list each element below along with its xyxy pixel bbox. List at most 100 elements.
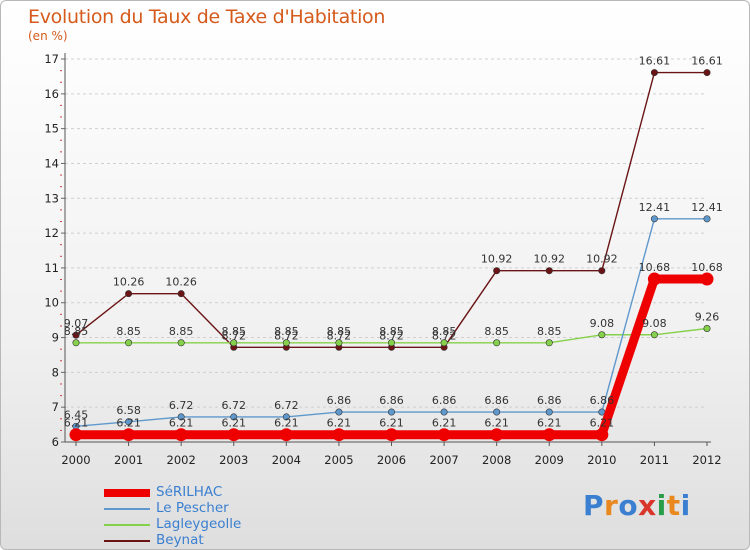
data-label: 6.58 — [116, 404, 141, 417]
data-label: 9.07 — [64, 317, 89, 330]
data-label: 8.85 — [537, 325, 562, 338]
data-label: 8.72 — [222, 329, 247, 342]
data-labels-group: 9.07 10.26 10.26 8.72 8.72 8.72 8.72 8.72 10.92 1… — [64, 55, 723, 430]
data-point — [385, 428, 398, 442]
data-point — [647, 272, 661, 286]
y-tick-label: 17 — [44, 52, 59, 66]
logo-letter: i — [680, 489, 691, 522]
data-label: 6.86 — [379, 394, 404, 407]
data-point — [282, 413, 290, 421]
data-point — [230, 339, 238, 347]
data-point — [703, 215, 711, 223]
data-point — [387, 408, 395, 416]
logo-letter: i — [656, 489, 667, 522]
data-point — [493, 408, 501, 416]
data-label: 9.26 — [695, 310, 720, 323]
data-label: 6.45 — [64, 408, 89, 421]
data-point — [542, 428, 556, 442]
data-label: 10.92 — [586, 253, 618, 266]
data-label: 9.08 — [642, 317, 667, 330]
legend-swatch — [104, 508, 150, 510]
data-point — [493, 339, 501, 347]
data-label: 10.68 — [691, 261, 723, 274]
data-label: 6.21 — [484, 417, 509, 430]
x-tick-label: 2010 — [587, 453, 616, 467]
data-point — [332, 428, 346, 442]
data-point — [490, 428, 504, 442]
y-tick-label: 7 — [52, 400, 59, 414]
data-label: 6.72 — [222, 399, 247, 412]
data-point — [387, 339, 395, 347]
data-label: 6.21 — [274, 417, 299, 430]
data-label: 6.21 — [169, 417, 194, 430]
data-point — [72, 331, 80, 339]
data-point — [335, 408, 343, 416]
data-point — [595, 428, 609, 442]
data-point — [177, 339, 185, 347]
data-label: 8.85 — [222, 325, 247, 338]
data-label: 6.86 — [590, 394, 615, 407]
data-label: 6.21 — [590, 417, 615, 430]
x-tick-label: 2001 — [114, 453, 143, 467]
data-label: 10.68 — [639, 261, 671, 274]
data-point — [700, 272, 714, 286]
data-point — [650, 215, 658, 223]
data-point — [440, 408, 448, 416]
series-lines-group — [69, 69, 714, 442]
data-label: 6.86 — [432, 394, 457, 407]
x-tick-label: 2007 — [429, 453, 458, 467]
logo-letter: o — [618, 489, 639, 522]
y-unit-label: (en %) — [28, 29, 68, 43]
data-point — [282, 339, 290, 347]
data-point — [545, 267, 553, 275]
data-label: 8.85 — [379, 325, 404, 338]
data-label: 8.85 — [274, 325, 299, 338]
data-label: 6.86 — [537, 394, 562, 407]
data-point — [72, 339, 80, 347]
data-label: 16.61 — [639, 55, 671, 68]
x-tick-label: 2009 — [535, 453, 564, 467]
data-label: 12.41 — [691, 201, 723, 214]
y-tick-label: 13 — [44, 191, 59, 205]
x-tick-label: 2002 — [167, 453, 196, 467]
data-label: 8.72 — [327, 329, 352, 342]
data-point — [177, 413, 185, 421]
data-label: 6.21 — [432, 417, 457, 430]
y-tick-label: 11 — [44, 261, 59, 275]
proxiti-logo: Proxiti — [583, 489, 691, 522]
legend-label: SéRILHAC — [156, 484, 223, 500]
grid-group — [65, 58, 707, 443]
data-label: 8.72 — [379, 329, 404, 342]
data-label: 6.86 — [327, 394, 352, 407]
x-tick-label: 2008 — [482, 453, 511, 467]
x-tick-label: 2005 — [324, 453, 353, 467]
legend-label: Beynat — [156, 532, 204, 548]
data-point — [125, 339, 133, 347]
data-label: 6.21 — [116, 417, 141, 430]
data-point — [545, 408, 553, 416]
data-label: 8.85 — [484, 325, 509, 338]
data-label: 10.26 — [165, 276, 197, 289]
x-tick-label: 2012 — [692, 453, 721, 467]
data-point — [174, 428, 188, 442]
data-point — [125, 290, 133, 298]
x-tick-label: 2003 — [219, 453, 248, 467]
logo-letter: t — [666, 489, 681, 522]
y-tick-label: 8 — [52, 365, 59, 379]
data-point — [279, 428, 293, 442]
data-label: 6.21 — [379, 417, 404, 430]
data-point — [227, 428, 241, 442]
data-label: 6.72 — [274, 399, 299, 412]
data-point — [437, 428, 451, 442]
data-label: 9.08 — [590, 317, 615, 330]
axes-group: 6 7 8 9 10 11 12 13 14 15 16 17 2000 2001 2002 2003 2004… — [44, 52, 721, 467]
logo-letter: r — [604, 489, 619, 522]
data-label: 8.85 — [432, 325, 457, 338]
data-label: 16.61 — [691, 55, 723, 68]
data-point — [650, 331, 658, 339]
x-tick-label: 2004 — [272, 453, 301, 467]
data-label: 6.21 — [537, 417, 562, 430]
y-tick-label: 6 — [52, 435, 59, 449]
data-label: 10.26 — [113, 276, 145, 289]
